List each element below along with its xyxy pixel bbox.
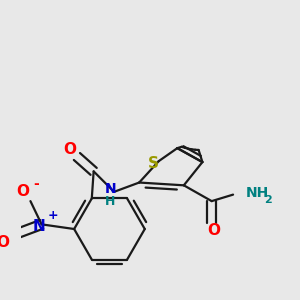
Text: 2: 2: [264, 195, 272, 205]
Text: H: H: [105, 195, 116, 208]
Text: -: -: [33, 177, 39, 191]
Text: +: +: [47, 208, 58, 222]
Text: S: S: [148, 156, 159, 171]
Text: O: O: [16, 184, 29, 199]
Text: O: O: [207, 224, 220, 238]
Text: O: O: [63, 142, 76, 157]
Text: N: N: [32, 219, 45, 234]
Text: N: N: [105, 182, 116, 196]
Text: O: O: [0, 236, 9, 250]
Text: NH: NH: [246, 186, 269, 200]
